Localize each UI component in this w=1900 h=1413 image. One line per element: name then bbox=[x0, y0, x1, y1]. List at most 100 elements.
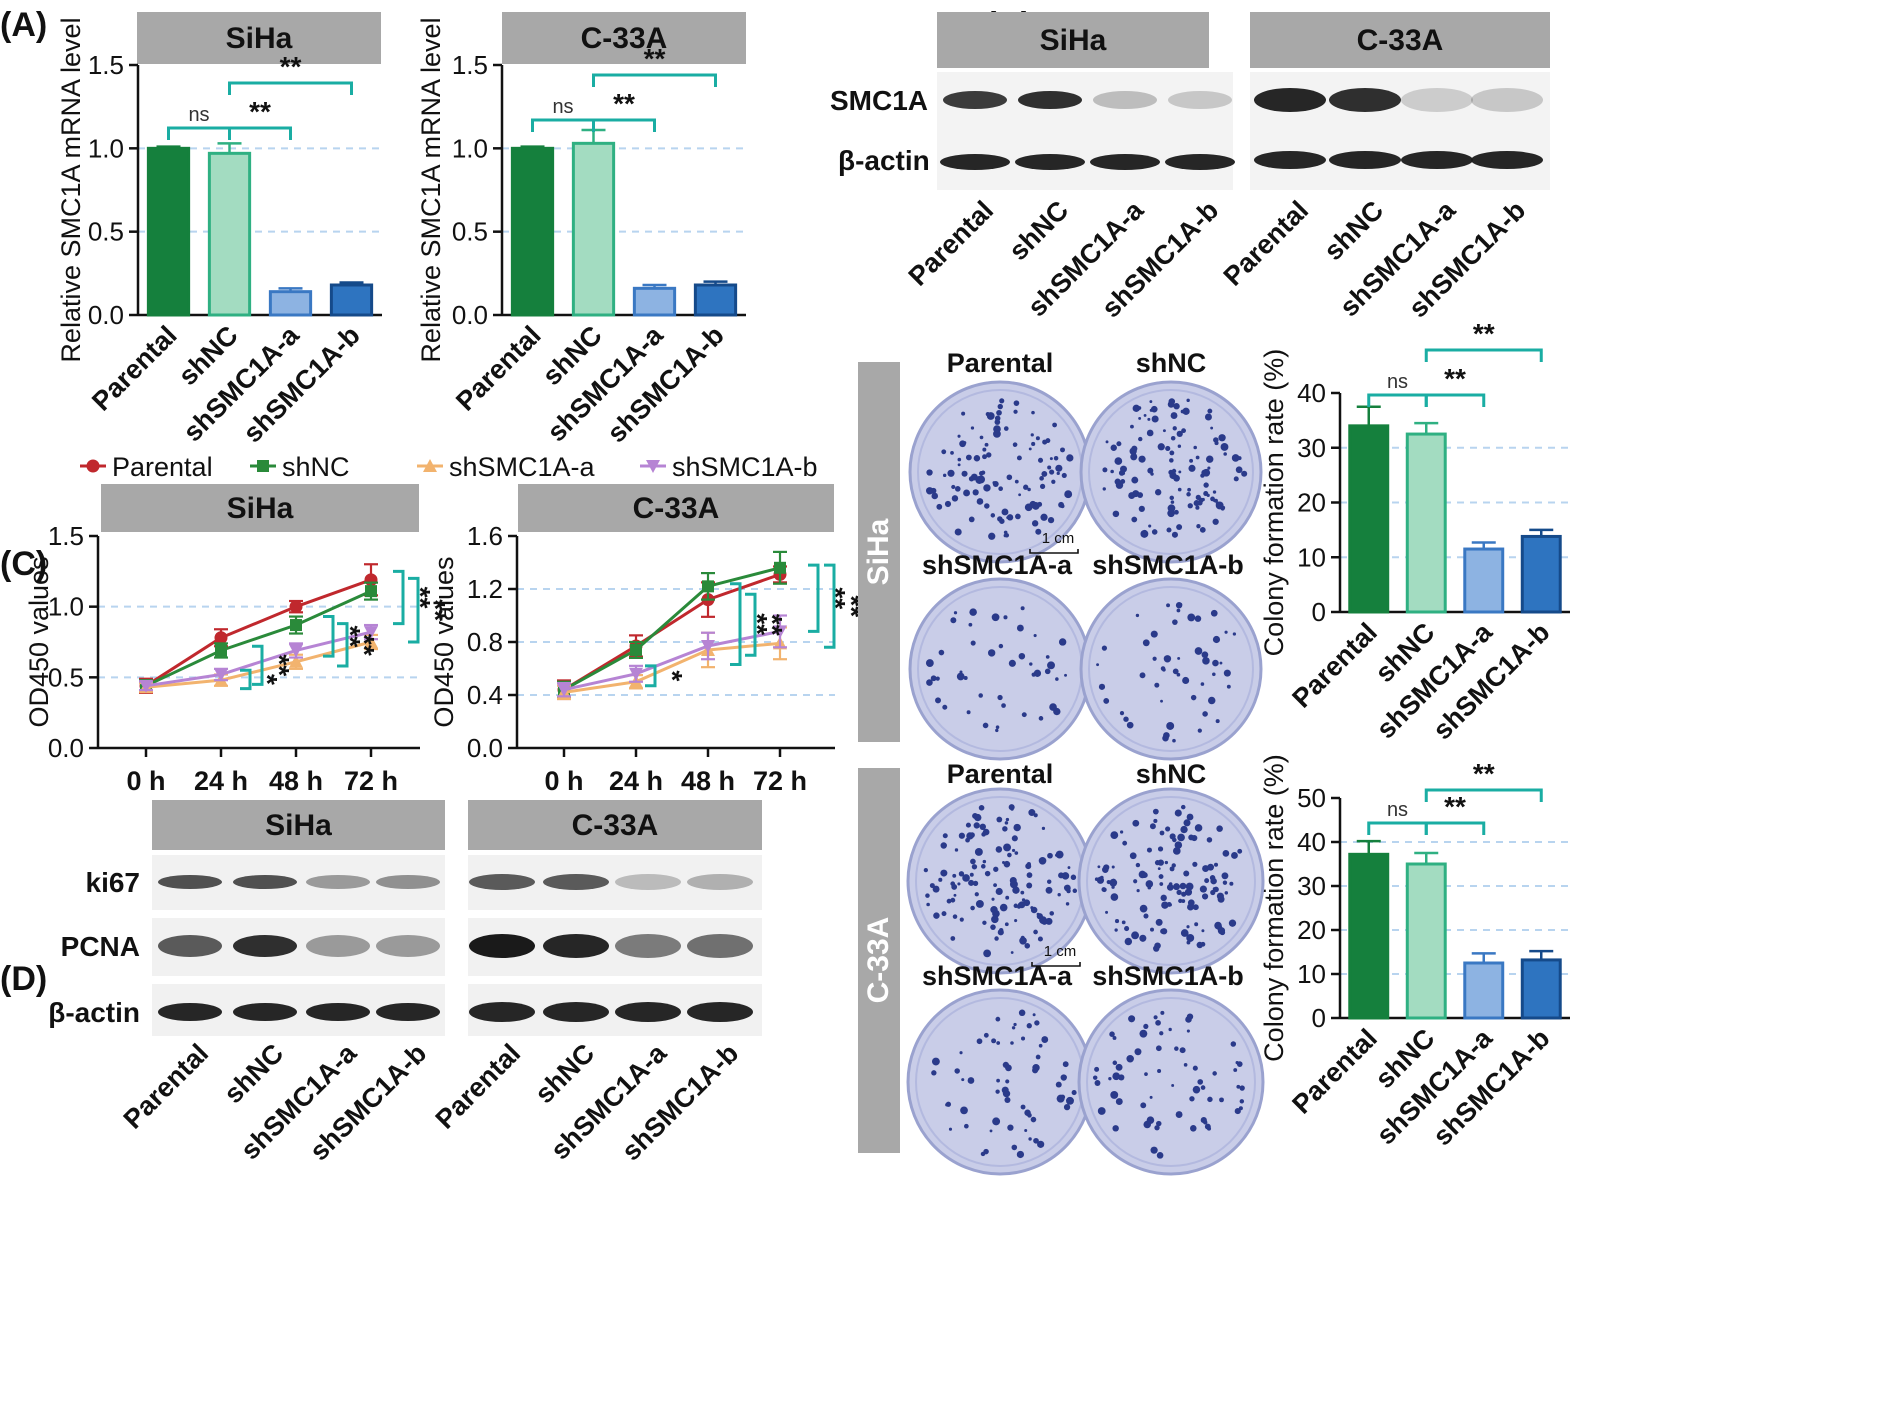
dish-siha-parental-colony bbox=[1060, 447, 1065, 453]
dish-siha-sha-colony bbox=[942, 704, 948, 710]
legend-label: shNC bbox=[282, 452, 350, 482]
dish-siha-shnc-colony bbox=[1169, 450, 1175, 456]
legend-label: shSMC1A-b bbox=[672, 452, 818, 482]
C-SiHa-sig-bracket bbox=[393, 569, 405, 626]
dish-c33a-parental-colony bbox=[1067, 866, 1071, 869]
dish-c33a-parental-colony bbox=[954, 848, 959, 852]
dish-c33a-sha-colony bbox=[1041, 1036, 1049, 1043]
dish-c33a-shnc-colony bbox=[1172, 837, 1177, 843]
dish-c33a-shnc-colony bbox=[1186, 933, 1195, 942]
dish-c33a-parental-colony bbox=[959, 917, 964, 922]
dish-c33a-sha-colony bbox=[995, 1016, 1001, 1022]
blot-b-actin-band bbox=[1329, 151, 1401, 169]
dish-c33a-sha-colony bbox=[1028, 1137, 1032, 1141]
dish-c33a-shnc-colony bbox=[1139, 934, 1147, 942]
C-SiHa-ytick-label: 1.0 bbox=[48, 592, 84, 622]
dish-c33a-parental-colony bbox=[979, 823, 986, 831]
C-SiHa-sig-label: ** bbox=[420, 599, 451, 621]
dish-c33a-shb-colony bbox=[1168, 1027, 1172, 1032]
dish-siha-shb-colony bbox=[1176, 608, 1181, 613]
dish-c33a-sha-colony bbox=[1026, 1023, 1032, 1029]
dish-siha-shnc-colony bbox=[1173, 509, 1179, 515]
dish-siha-parental-colony bbox=[998, 486, 1003, 492]
dish-c33a-sha-colony bbox=[959, 1051, 963, 1055]
C-C33A-sig-bracket bbox=[730, 582, 742, 667]
dish-siha-shnc-colony bbox=[1102, 467, 1108, 473]
dish-c33a-shnc-colony bbox=[1180, 929, 1189, 937]
E-SiHa-sig-label: ** bbox=[1473, 318, 1495, 349]
dish-siha-shnc-colony bbox=[1206, 493, 1210, 498]
dish-c33a-shnc-colony bbox=[1210, 889, 1216, 896]
dish-siha-shnc-colony bbox=[1154, 489, 1162, 496]
dish-c33a-shb-colony bbox=[1174, 1046, 1179, 1051]
C-SiHa-sig-bracket bbox=[252, 644, 264, 686]
legend-marker bbox=[86, 459, 100, 473]
dish-siha-shnc-colony bbox=[1173, 474, 1180, 482]
blot-b-smc1a-band bbox=[1018, 91, 1082, 109]
dish-siha-shb-colony bbox=[1160, 699, 1163, 703]
dish-siha-shnc-colony bbox=[1138, 505, 1145, 512]
dish-c33a-shnc-colony bbox=[1194, 824, 1203, 832]
dish-c33a-sha-colony bbox=[1011, 1026, 1016, 1030]
dish-siha-parental-colony bbox=[1031, 441, 1036, 447]
C-C33A-xtick-label: 0 h bbox=[544, 766, 583, 796]
dish-siha-shnc-colony bbox=[1132, 404, 1140, 412]
dish-c33a-shnc-colony bbox=[1132, 819, 1140, 827]
C-C33A-sig-bracket bbox=[808, 563, 820, 633]
blot-b-siha-header-label: SiHa bbox=[1040, 24, 1107, 57]
dish-siha-parental-colony bbox=[1058, 466, 1062, 471]
blot-b-smc1a-band bbox=[1329, 88, 1401, 112]
C-C33A-series-line bbox=[563, 641, 781, 694]
dish-siha-shb-colony bbox=[1152, 656, 1157, 661]
dish-c33a-shnc-colony bbox=[1186, 813, 1194, 821]
dish-c33a-shnc-colony bbox=[1201, 929, 1205, 933]
dish-siha-shnc-colony bbox=[1120, 479, 1126, 484]
dish-siha-shb-colony bbox=[1187, 613, 1196, 622]
dish-siha-sha-colony bbox=[1044, 668, 1051, 675]
dish-siha-shb-colony bbox=[1154, 682, 1160, 688]
dish-c33a-shnc-colony bbox=[1229, 881, 1234, 886]
blot-d-protein-label: β-actin bbox=[48, 997, 140, 1028]
dish-c33a-shnc-colony bbox=[1110, 893, 1119, 901]
dish-siha-sha-colony bbox=[1045, 655, 1050, 659]
dish-siha-shnc-colony bbox=[1165, 445, 1171, 452]
dish-siha-parental-colony bbox=[968, 516, 975, 523]
dish-siha-parental-colony bbox=[931, 492, 939, 500]
C-C33A-data-point bbox=[630, 643, 642, 656]
dish-c33a-shb-colony bbox=[1186, 1029, 1190, 1033]
blot-b-actin-band bbox=[1254, 151, 1326, 169]
dish-siha-shnc-colony bbox=[1148, 524, 1152, 528]
dish-c33a-shnc-colony bbox=[1097, 865, 1101, 869]
A-C33A-ytick-label: 0.0 bbox=[452, 300, 488, 330]
E-SiHa-ytick-label: 30 bbox=[1297, 433, 1326, 463]
dish-siha-shnc-colony bbox=[1237, 456, 1242, 461]
dish-siha-parental-colony bbox=[997, 403, 1003, 410]
dish-c33a-shb-colony bbox=[1112, 1035, 1117, 1040]
dish-siha-shnc-colony bbox=[1172, 426, 1177, 431]
dish-siha-shnc-colony bbox=[1138, 455, 1146, 463]
dish-siha-shb-colony bbox=[1219, 661, 1223, 665]
dish-c33a-parental-colony bbox=[982, 859, 987, 864]
dish-c33a-sha-colony bbox=[1016, 1150, 1025, 1159]
dish-c33a-parental-colony bbox=[1013, 823, 1021, 832]
dish-c33a-sha-colony bbox=[996, 1041, 1001, 1045]
blot-d-band bbox=[543, 934, 609, 958]
dish-c33a-shb-colony bbox=[1115, 1098, 1123, 1106]
A-C33A-sig-bracket bbox=[592, 118, 656, 132]
dish-siha-shb-colony bbox=[1119, 711, 1125, 716]
dish-siha-shb-colony bbox=[1212, 659, 1219, 667]
dish-siha-sha-colony bbox=[1029, 662, 1033, 666]
dish-c33a-shb-colony bbox=[1143, 1023, 1149, 1030]
dish-siha-parental-colony bbox=[984, 442, 989, 447]
C-C33A-header-label: C-33A bbox=[633, 492, 720, 525]
C-SiHa-sig-label: ** bbox=[335, 625, 366, 647]
dish-c33a-shnc-colony bbox=[1138, 870, 1147, 879]
C-C33A-data-point bbox=[773, 625, 787, 639]
dish-c33a-shb-colony bbox=[1156, 1120, 1162, 1127]
dish-c33a-sha-colony bbox=[983, 1032, 989, 1038]
dish-siha-sha-colony bbox=[1008, 659, 1016, 667]
dish-c33a-shnc-colony bbox=[1160, 894, 1167, 902]
dish-siha-shb-colony bbox=[1135, 613, 1140, 618]
E-SiHa-sig-bracket bbox=[1424, 348, 1543, 362]
dish-siha-shnc-colony bbox=[1114, 478, 1121, 485]
